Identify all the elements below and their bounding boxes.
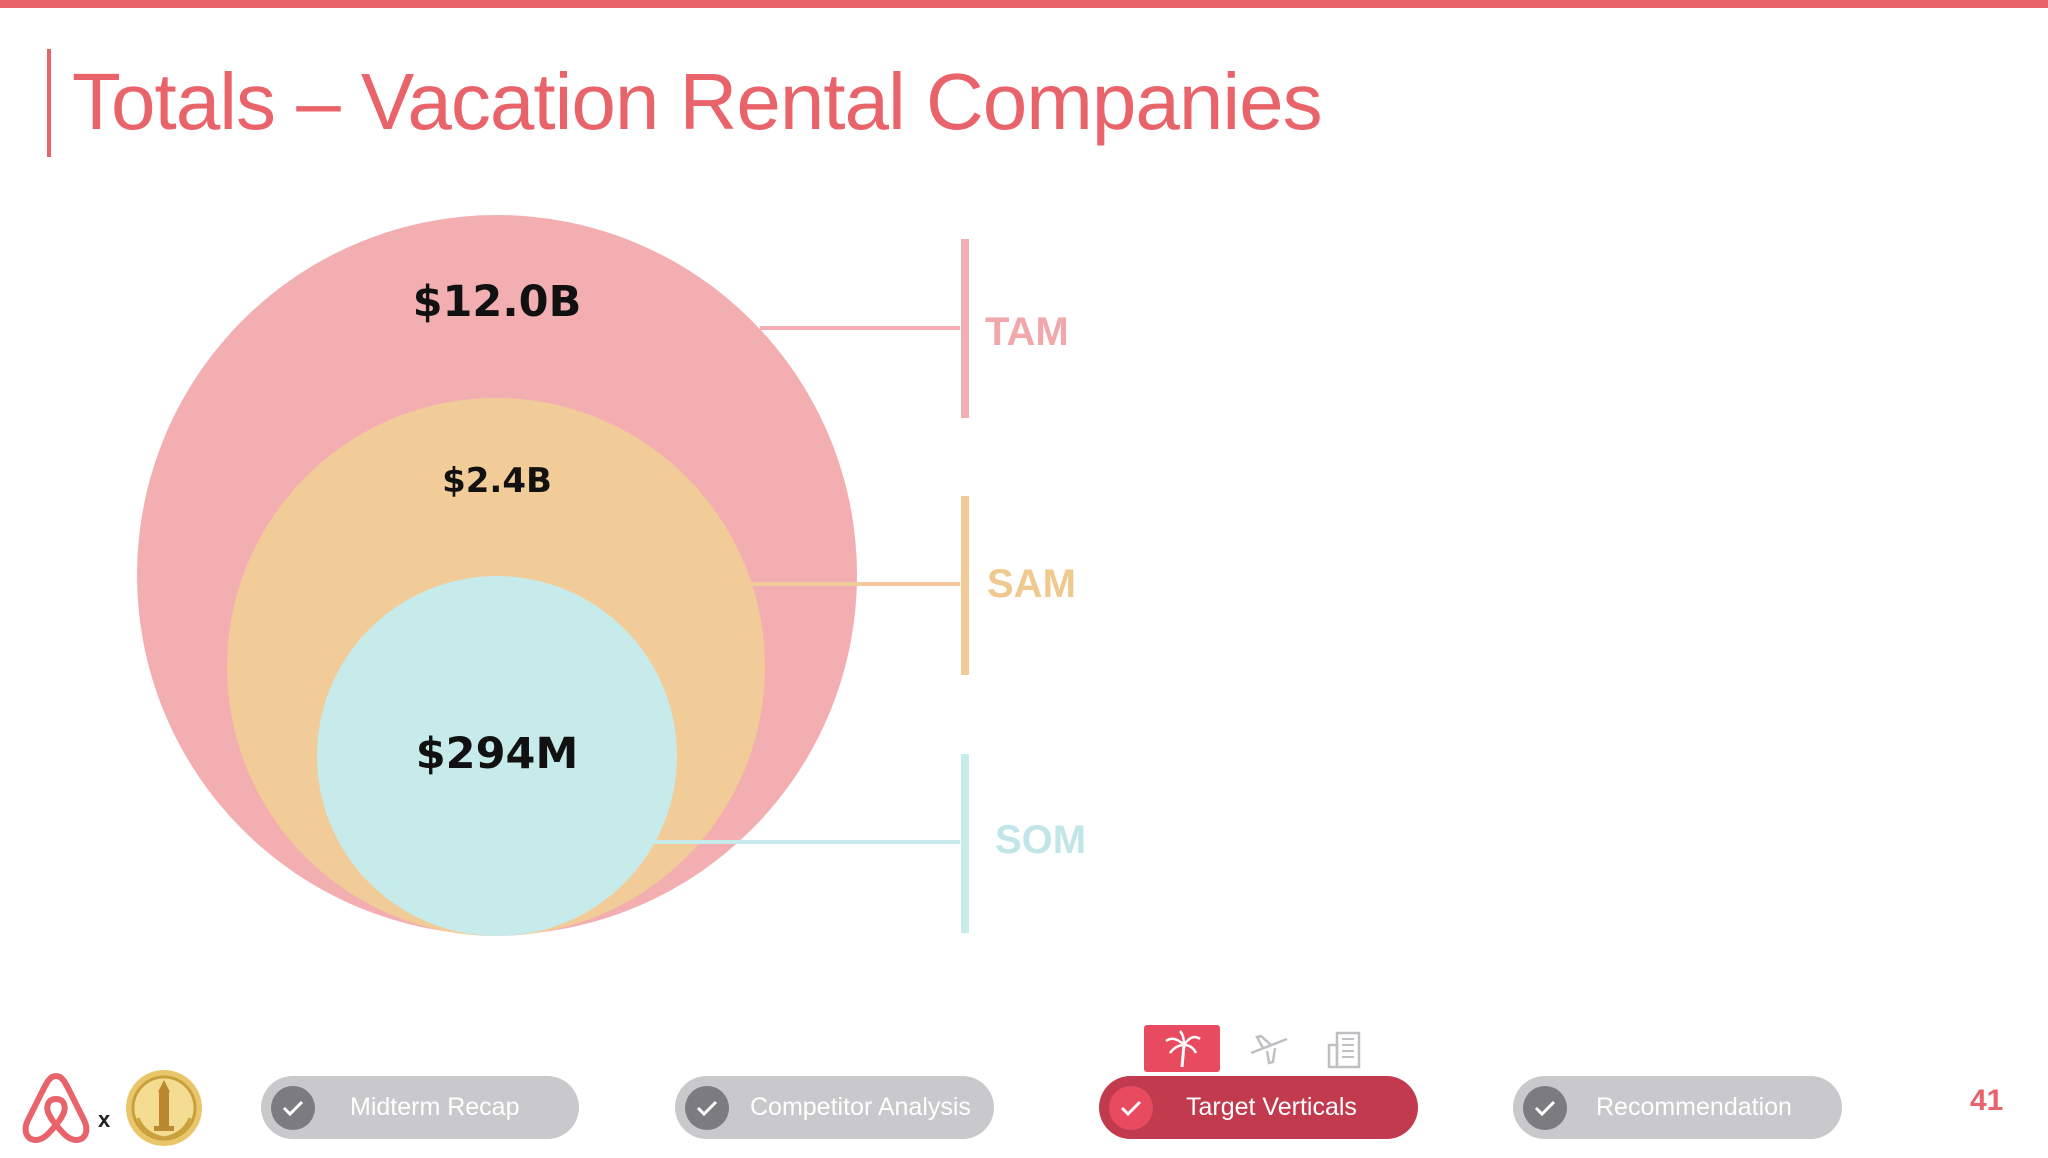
som-value: $294M bbox=[416, 729, 578, 779]
title-accent-rule bbox=[47, 49, 51, 157]
nav-competitor-analysis[interactable]: Competitor Analysis bbox=[675, 1076, 994, 1139]
sam-value: $2.4B bbox=[442, 461, 552, 501]
som-circle bbox=[317, 576, 677, 936]
airplane-icon[interactable] bbox=[1244, 1025, 1294, 1072]
tam-label: TAM bbox=[985, 310, 1069, 354]
nav-recommendation[interactable]: Recommendation bbox=[1513, 1076, 1842, 1139]
building-icon[interactable] bbox=[1322, 1025, 1368, 1072]
check-icon bbox=[1523, 1086, 1567, 1130]
nav-label: Competitor Analysis bbox=[750, 1093, 971, 1121]
tam-value: $12.0B bbox=[413, 277, 582, 327]
page-title: Totals – Vacation Rental Companies bbox=[72, 57, 1323, 146]
nav-target-verticals[interactable]: Target Verticals bbox=[1099, 1076, 1418, 1139]
check-icon bbox=[1109, 1086, 1153, 1130]
som-label: SOM bbox=[995, 818, 1086, 862]
airbnb-logo-icon bbox=[22, 1073, 90, 1143]
nav-midterm-recap[interactable]: Midterm Recap bbox=[261, 1076, 579, 1139]
logo-separator: x bbox=[98, 1107, 111, 1132]
sam-label: SAM bbox=[987, 562, 1076, 606]
palm-tree-icon[interactable] bbox=[1144, 1025, 1220, 1072]
check-icon bbox=[271, 1086, 315, 1130]
top-accent-bar bbox=[0, 0, 2048, 8]
nav-label: Recommendation bbox=[1596, 1093, 1792, 1121]
page-number: 41 bbox=[1970, 1084, 2004, 1117]
check-icon bbox=[685, 1086, 729, 1130]
nav-label: Target Verticals bbox=[1186, 1093, 1357, 1121]
university-seal-icon bbox=[126, 1070, 202, 1146]
nav-label: Midterm Recap bbox=[350, 1093, 520, 1121]
